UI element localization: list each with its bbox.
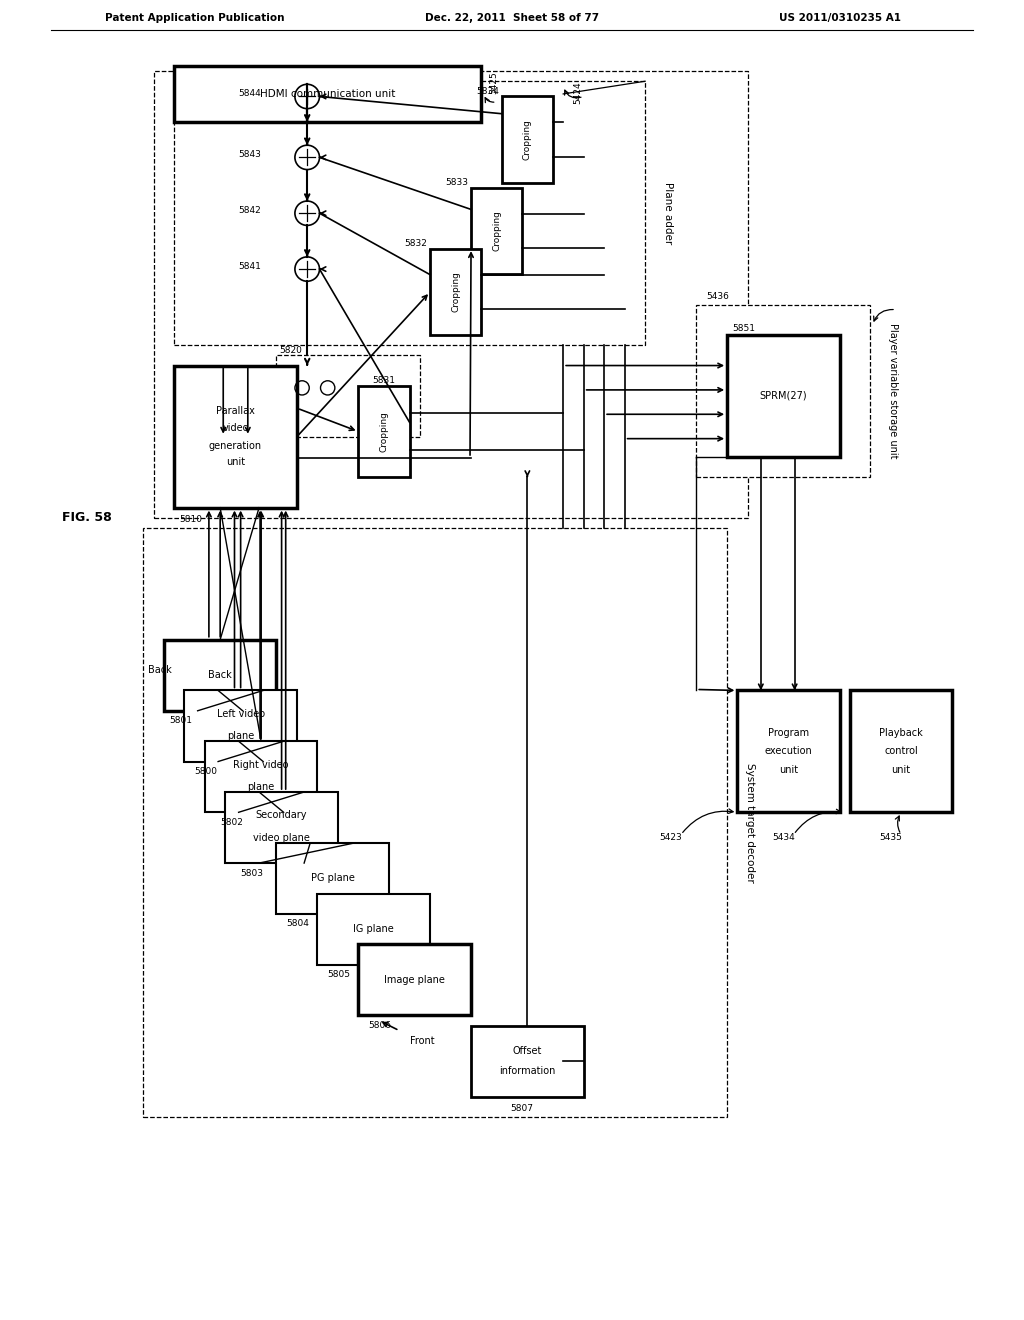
- Bar: [471, 1026, 584, 1097]
- Text: 5436: 5436: [707, 292, 729, 301]
- Text: 5820: 5820: [280, 346, 302, 355]
- Bar: [502, 96, 553, 182]
- Text: Right video: Right video: [233, 759, 289, 770]
- Text: Player variable storage unit: Player variable storage unit: [888, 323, 898, 458]
- Text: 5435: 5435: [880, 833, 902, 842]
- Text: Back: Back: [148, 665, 172, 675]
- Bar: [430, 248, 481, 335]
- Text: HDMI communication unit: HDMI communication unit: [260, 88, 395, 99]
- Text: video plane: video plane: [253, 833, 310, 842]
- Text: FIG. 58: FIG. 58: [62, 511, 112, 524]
- Text: 5806: 5806: [369, 1022, 391, 1030]
- Text: Cropping: Cropping: [523, 119, 531, 160]
- Bar: [727, 335, 840, 457]
- Bar: [276, 355, 420, 437]
- Text: 5810: 5810: [179, 515, 202, 524]
- Text: Program: Program: [768, 729, 809, 738]
- Text: generation: generation: [209, 441, 262, 450]
- Text: control: control: [885, 746, 918, 756]
- Text: 5833: 5833: [445, 178, 468, 187]
- Text: Image plane: Image plane: [384, 975, 445, 985]
- Text: 5425: 5425: [489, 71, 499, 94]
- Text: System target decoder: System target decoder: [744, 763, 755, 882]
- Text: unit: unit: [779, 764, 798, 775]
- Bar: [358, 385, 410, 478]
- Text: 5423: 5423: [659, 833, 682, 842]
- Text: information: information: [499, 1067, 556, 1076]
- Text: Back: Back: [208, 671, 232, 680]
- Text: Dec. 22, 2011  Sheet 58 of 77: Dec. 22, 2011 Sheet 58 of 77: [425, 13, 599, 24]
- Text: plane: plane: [248, 781, 274, 792]
- Text: 5803: 5803: [241, 869, 263, 878]
- Bar: [174, 366, 297, 508]
- Text: 5424: 5424: [573, 82, 583, 104]
- Text: Cropping: Cropping: [380, 411, 388, 451]
- Text: Cropping: Cropping: [493, 211, 501, 251]
- Bar: [696, 305, 870, 478]
- Text: 5851: 5851: [732, 325, 755, 334]
- Text: 5801: 5801: [169, 717, 191, 726]
- Text: 5805: 5805: [328, 970, 350, 979]
- Text: unit: unit: [892, 764, 910, 775]
- Text: Cropping: Cropping: [452, 272, 460, 313]
- Text: plane: plane: [227, 731, 254, 741]
- Bar: [471, 187, 522, 275]
- Text: 5804: 5804: [287, 920, 309, 928]
- Bar: [225, 792, 338, 863]
- Text: video: video: [222, 424, 249, 433]
- Bar: [737, 690, 840, 812]
- Bar: [174, 66, 481, 121]
- Text: 5843: 5843: [239, 150, 261, 158]
- Text: 5802: 5802: [220, 818, 243, 826]
- Bar: [154, 71, 748, 517]
- Text: SPRM(27): SPRM(27): [760, 391, 807, 401]
- Text: Patent Application Publication: Patent Application Publication: [104, 13, 285, 24]
- Text: 5800: 5800: [195, 767, 217, 776]
- Bar: [276, 842, 389, 913]
- Text: Left video: Left video: [217, 709, 264, 719]
- Text: 5831: 5831: [373, 376, 395, 385]
- Text: 5434: 5434: [772, 833, 795, 842]
- Bar: [184, 690, 297, 762]
- Text: IG plane: IG plane: [353, 924, 394, 935]
- Text: Offset: Offset: [513, 1045, 542, 1056]
- Bar: [317, 894, 430, 965]
- Bar: [850, 690, 952, 812]
- Text: 5844: 5844: [239, 88, 261, 98]
- Bar: [205, 742, 317, 812]
- Text: execution: execution: [765, 746, 812, 756]
- Bar: [174, 82, 645, 346]
- Text: 5834: 5834: [476, 87, 499, 96]
- Text: 5842: 5842: [239, 206, 261, 215]
- Text: unit: unit: [226, 457, 245, 467]
- Text: PG plane: PG plane: [311, 874, 354, 883]
- Text: 5832: 5832: [404, 239, 427, 248]
- Text: US 2011/0310235 A1: US 2011/0310235 A1: [778, 13, 901, 24]
- Text: Parallax: Parallax: [216, 407, 255, 416]
- Text: Front: Front: [410, 1036, 434, 1045]
- Text: Playback: Playback: [880, 729, 923, 738]
- Bar: [164, 640, 276, 710]
- Bar: [143, 528, 727, 1117]
- Text: 5807: 5807: [511, 1105, 534, 1113]
- Text: Secondary: Secondary: [256, 810, 307, 820]
- Bar: [358, 944, 471, 1015]
- Text: 5841: 5841: [239, 261, 261, 271]
- Text: Plane adder: Plane adder: [663, 182, 673, 244]
